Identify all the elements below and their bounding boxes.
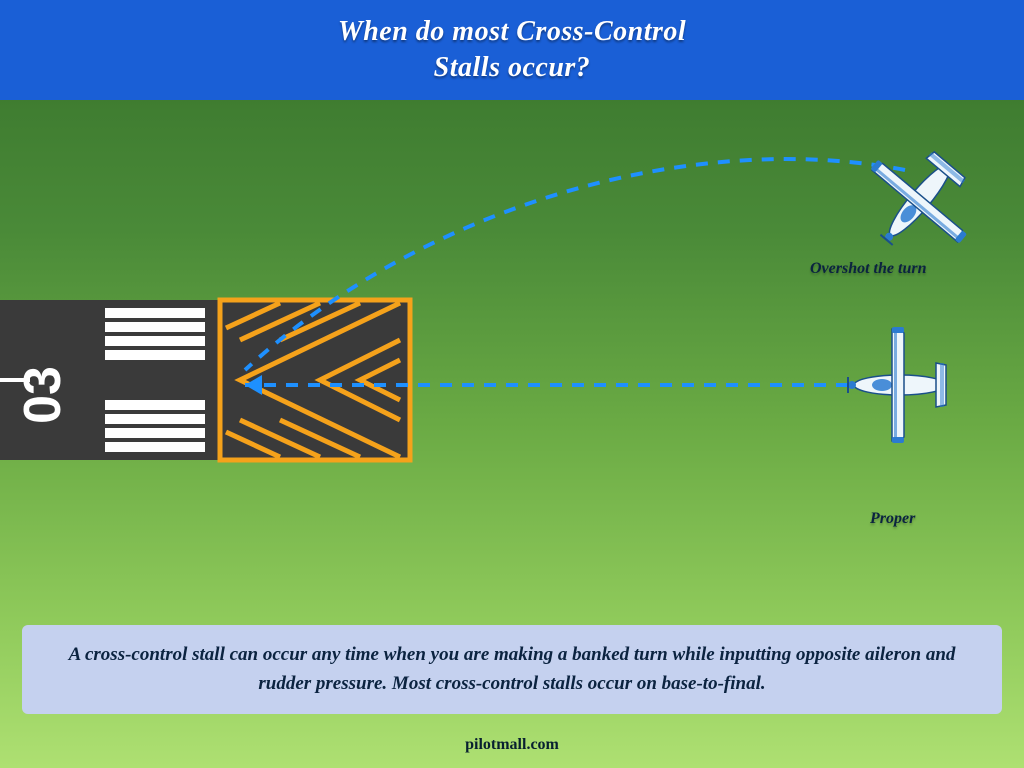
runway: 03 — [0, 300, 410, 460]
infographic-stage: When do most Cross-Control Stalls occur? — [0, 0, 1024, 768]
label-proper: Proper — [870, 510, 915, 528]
runway-number: 03 — [14, 366, 72, 424]
label-overshot: Overshot the turn — [810, 260, 926, 278]
caption-box: A cross-control stall can occur any time… — [22, 625, 1002, 714]
footer-credit: pilotmall.com — [0, 736, 1024, 754]
caption-text: A cross-control stall can occur any time… — [46, 641, 978, 698]
plane-overshot — [842, 127, 994, 277]
plane-proper — [848, 327, 946, 443]
